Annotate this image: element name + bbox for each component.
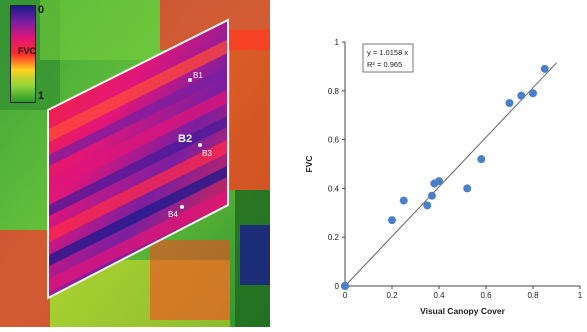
y-axis-label: FVC [304,156,314,173]
marker-b1 [188,78,192,82]
equation-box [362,43,414,73]
data-point [517,91,526,100]
heatmap-svg: B1 B2 B3 B4 [0,0,270,327]
x-tick-label: 0.2 [386,291,398,300]
scatter-svg: 0 0.2 0.4 0.6 0.8 1 0 0.2 0.4 0.6 0.8 1 Visual Canop… [304,38,583,316]
data-point [399,196,408,205]
data-point [388,216,396,225]
x-tick-label: 0.4 [433,291,445,300]
marker-b4 [180,205,184,209]
label-b4: B4 [168,210,178,219]
axes-layer: 0 0.2 0.4 0.6 0.8 1 0 0.2 0.4 0.6 0.8 1 Visual Canop… [304,38,583,316]
data-point [341,282,349,290]
data-point [463,184,472,193]
x-tick-label: 0 [343,291,348,300]
data-point [505,99,514,107]
trendline-layer [344,62,557,287]
field-outline [47,18,229,300]
colorbar-bottom-label: 1 [38,90,45,102]
y-tick-label: 0.4 [328,184,340,193]
r2-text: R² = 0.965 [367,60,402,69]
label-b3: B3 [202,149,212,158]
fvc-heatmap-image: B1 B2 B3 B4 0 FVC 1 [0,0,270,327]
data-point [427,191,436,200]
data-point [435,177,443,186]
x-axis-label: Visual Canopy Cover [420,306,506,316]
x-tick-label: 0.8 [527,291,539,300]
data-point [540,64,549,73]
points-layer [341,64,549,290]
label-b2: B2 [178,133,192,145]
y-tick-label: 0.8 [328,87,340,96]
x-tick-label: 0.6 [480,291,492,300]
colorbar-title: FVC [18,46,36,56]
x-tick-label: 1 [578,291,583,300]
marker-b2 [198,143,202,147]
equation-text: y = 1.0158 x [367,48,408,57]
data-point [477,155,486,164]
trendline [344,62,557,287]
colorbar-top-label: 0 [38,4,45,16]
y-tick-label: 1 [335,38,340,47]
annotation-layer: y = 1.0158 x R² = 0.965 [362,43,414,73]
data-point [423,201,432,210]
scatter-chart: 0 0.2 0.4 0.6 0.8 1 0 0.2 0.4 0.6 0.8 1 Visual Canop… [290,0,587,327]
y-tick-label: 0.6 [328,136,340,145]
y-tick-label: 0 [335,282,340,291]
label-b1: B1 [193,71,203,80]
fvc-colorbar [10,5,36,103]
data-point [529,89,537,98]
y-tick-label: 0.2 [328,233,340,242]
